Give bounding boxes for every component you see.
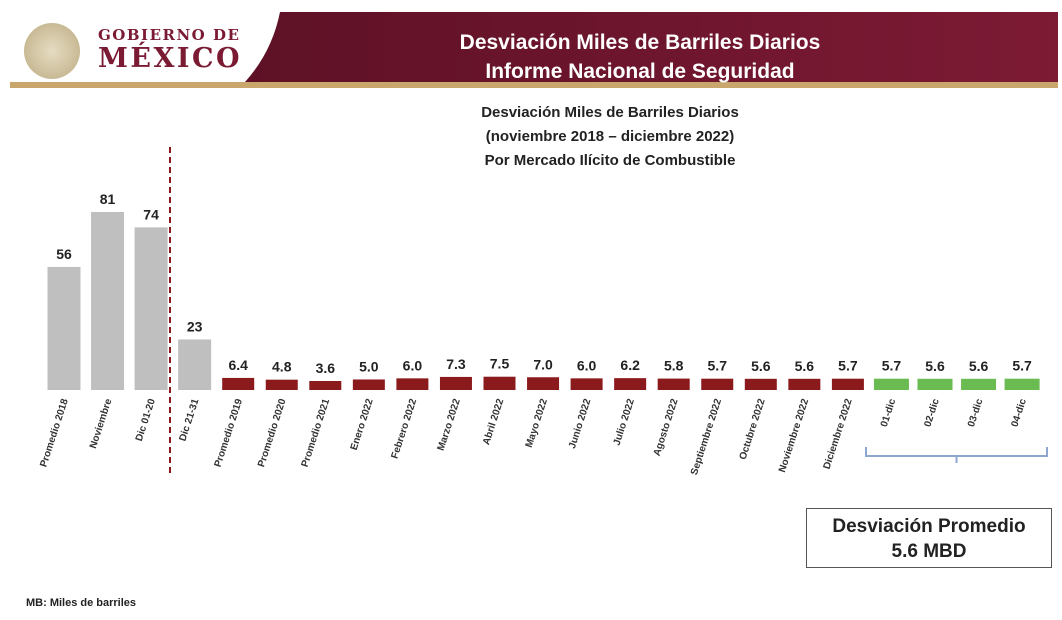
bar xyxy=(744,378,777,390)
data-label: 7.5 xyxy=(490,356,510,372)
x-tick-label: Diciembre 2022 xyxy=(822,397,855,471)
bar xyxy=(657,378,690,390)
data-label: 5.7 xyxy=(882,358,902,374)
bar-chart: 56 Promedio 2018 81 Noviembre 74 Dic 01-20 23 D… xyxy=(38,147,1048,477)
x-tick-label: Agosto 2022 xyxy=(652,397,681,457)
bar xyxy=(614,378,647,390)
bar xyxy=(178,339,212,390)
data-label: 3.6 xyxy=(316,360,336,376)
bar xyxy=(396,378,429,390)
data-label: 5.6 xyxy=(925,358,945,374)
x-tick-label: Promedio 2019 xyxy=(213,397,246,468)
data-label: 5.8 xyxy=(664,358,684,374)
bar xyxy=(917,378,953,390)
x-tick-label: 02-dic xyxy=(922,397,942,428)
data-label: 74 xyxy=(143,206,159,222)
chart-title-line2: (noviembre 2018 – diciembre 2022) xyxy=(485,128,735,145)
x-tick-label: Promedio 2021 xyxy=(300,397,333,468)
header-banner: GOBIERNO DE MÉXICO Desviación Miles de B… xyxy=(10,12,1058,90)
data-label: 5.6 xyxy=(751,358,771,374)
x-tick-label: Dic 01-20 xyxy=(134,397,158,443)
bar xyxy=(1004,378,1040,390)
data-label: 6.0 xyxy=(577,357,597,373)
logo-line1: GOBIERNO DE xyxy=(98,26,241,44)
bar xyxy=(701,378,734,390)
bar xyxy=(47,266,81,390)
bar xyxy=(439,376,472,390)
december-days-bracket xyxy=(865,447,1048,457)
bar xyxy=(91,212,125,390)
data-label: 5.7 xyxy=(838,358,858,374)
header-title-line2: Informe Nacional de Seguridad xyxy=(485,60,795,83)
header-title: Desviación Miles de Barriles Diarios Inf… xyxy=(360,28,920,86)
bar xyxy=(265,379,298,390)
data-label: 56 xyxy=(56,246,72,262)
bar xyxy=(873,378,909,390)
x-tick-label: Julio 2022 xyxy=(612,397,638,447)
bar xyxy=(788,378,821,390)
chart-title: Desviación Miles de Barriles Diarios (no… xyxy=(380,101,840,173)
data-label: 5.6 xyxy=(969,358,989,374)
bar xyxy=(961,378,997,390)
footnote: MB: Miles de barriles xyxy=(26,597,137,609)
x-tick-label: Dic 21-31 xyxy=(177,397,201,443)
x-tick-label: 01-dic xyxy=(879,397,899,428)
average-summary-label: Desviación Promedio xyxy=(832,516,1026,537)
data-label: 4.8 xyxy=(272,359,292,375)
x-tick-label: 03-dic xyxy=(966,397,986,428)
x-tick-label: Promedio 2018 xyxy=(38,397,71,468)
x-tick-label: 04-dic xyxy=(1010,397,1030,428)
average-summary-value: 5.6 MBD xyxy=(891,541,967,562)
x-tick-label: Noviembre 2022 xyxy=(777,397,811,474)
bar xyxy=(483,376,516,390)
data-label: 23 xyxy=(187,318,203,334)
data-label: 6.4 xyxy=(228,357,248,373)
x-tick-label: Marzo 2022 xyxy=(436,397,463,452)
bar xyxy=(134,227,168,390)
x-tick-label: Febrero 2022 xyxy=(390,397,420,460)
bar xyxy=(222,377,255,390)
x-tick-label: Noviembre xyxy=(88,397,115,450)
data-label: 5.7 xyxy=(1012,358,1032,374)
data-label: 81 xyxy=(100,191,116,207)
government-logo: GOBIERNO DE MÉXICO xyxy=(98,26,242,74)
chart-title-line3: Por Mercado Ilícito de Combustible xyxy=(484,152,736,169)
x-tick-label: Promedio 2020 xyxy=(256,397,289,468)
data-label: 6.0 xyxy=(403,357,423,373)
coat-of-arms-seal-icon xyxy=(24,23,80,79)
bar xyxy=(831,378,864,390)
bar xyxy=(570,378,603,390)
data-label: 5.7 xyxy=(708,358,728,374)
data-label: 5.0 xyxy=(359,358,379,374)
x-tick-label: Mayo 2022 xyxy=(524,397,550,449)
x-tick-label: Abril 2022 xyxy=(481,397,506,446)
bar xyxy=(527,377,560,390)
logo-line2: MÉXICO xyxy=(98,43,243,74)
bar xyxy=(352,379,385,390)
x-tick-label: Octubre 2022 xyxy=(738,397,768,461)
x-tick-label: Junio 2022 xyxy=(567,397,594,450)
header-band xyxy=(10,12,1058,88)
x-tick-label: Enero 2022 xyxy=(349,397,376,452)
data-label: 7.3 xyxy=(446,356,466,372)
average-summary-box: Desviación Promedio 5.6 MBD xyxy=(806,508,1052,568)
x-tick-label: Septiembre 2022 xyxy=(689,397,724,476)
bar xyxy=(309,381,342,390)
data-label: 5.6 xyxy=(795,358,815,374)
header-title-line1: Desviación Miles de Barriles Diarios xyxy=(459,31,821,54)
chart-title-line1: Desviación Miles de Barriles Diarios xyxy=(481,104,739,121)
data-label: 7.0 xyxy=(533,356,553,372)
data-label: 6.2 xyxy=(620,357,640,373)
